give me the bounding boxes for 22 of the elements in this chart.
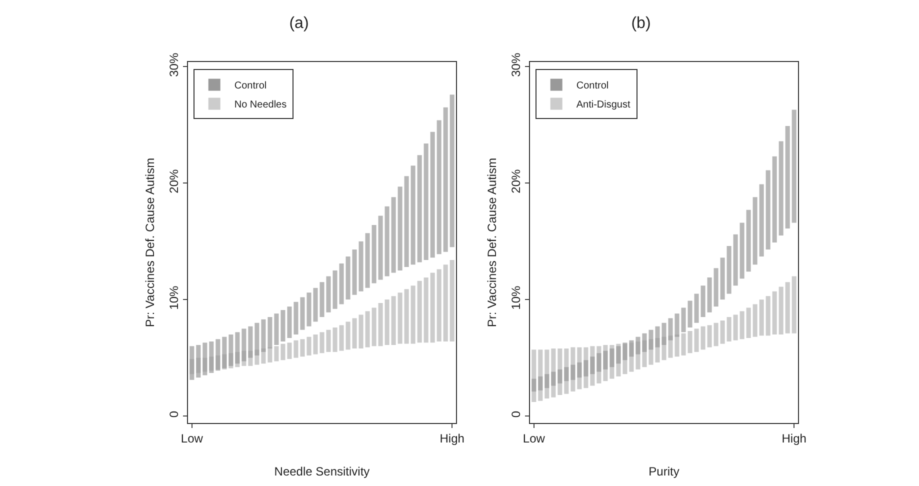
- y-tick-label: 30%: [509, 52, 524, 77]
- x-tick-label: Low: [180, 431, 204, 446]
- y-tick-label: 10%: [167, 285, 182, 310]
- x-tick-label: High: [440, 431, 464, 446]
- y-tick-label: 30%: [167, 52, 182, 77]
- x-axis-title: Purity: [648, 464, 680, 478]
- y-tick-label: 10%: [509, 285, 524, 310]
- y-axis-title: Pr: Vaccines Def. Cause Autism: [143, 158, 157, 328]
- x-tick-label: Low: [522, 431, 546, 446]
- legend-label: Control: [576, 80, 609, 92]
- y-tick-label: 20%: [167, 168, 182, 194]
- legend-label: No Needles: [234, 100, 287, 111]
- y-axis-title: Pr: Vaccines Def. Cause Autism: [485, 158, 499, 328]
- x-axis-title: Needle Sensitivity: [274, 464, 370, 478]
- legend-label: Anti-Disgust: [576, 100, 630, 111]
- chart-title: (b): [631, 15, 651, 32]
- y-tick-label: 0: [509, 410, 524, 418]
- y-tick-label: 20%: [509, 168, 524, 194]
- x-tick-label: High: [782, 431, 806, 446]
- chart-title: (a): [289, 15, 309, 32]
- legend-label: Control: [234, 80, 267, 92]
- y-tick-label: 0: [167, 410, 182, 418]
